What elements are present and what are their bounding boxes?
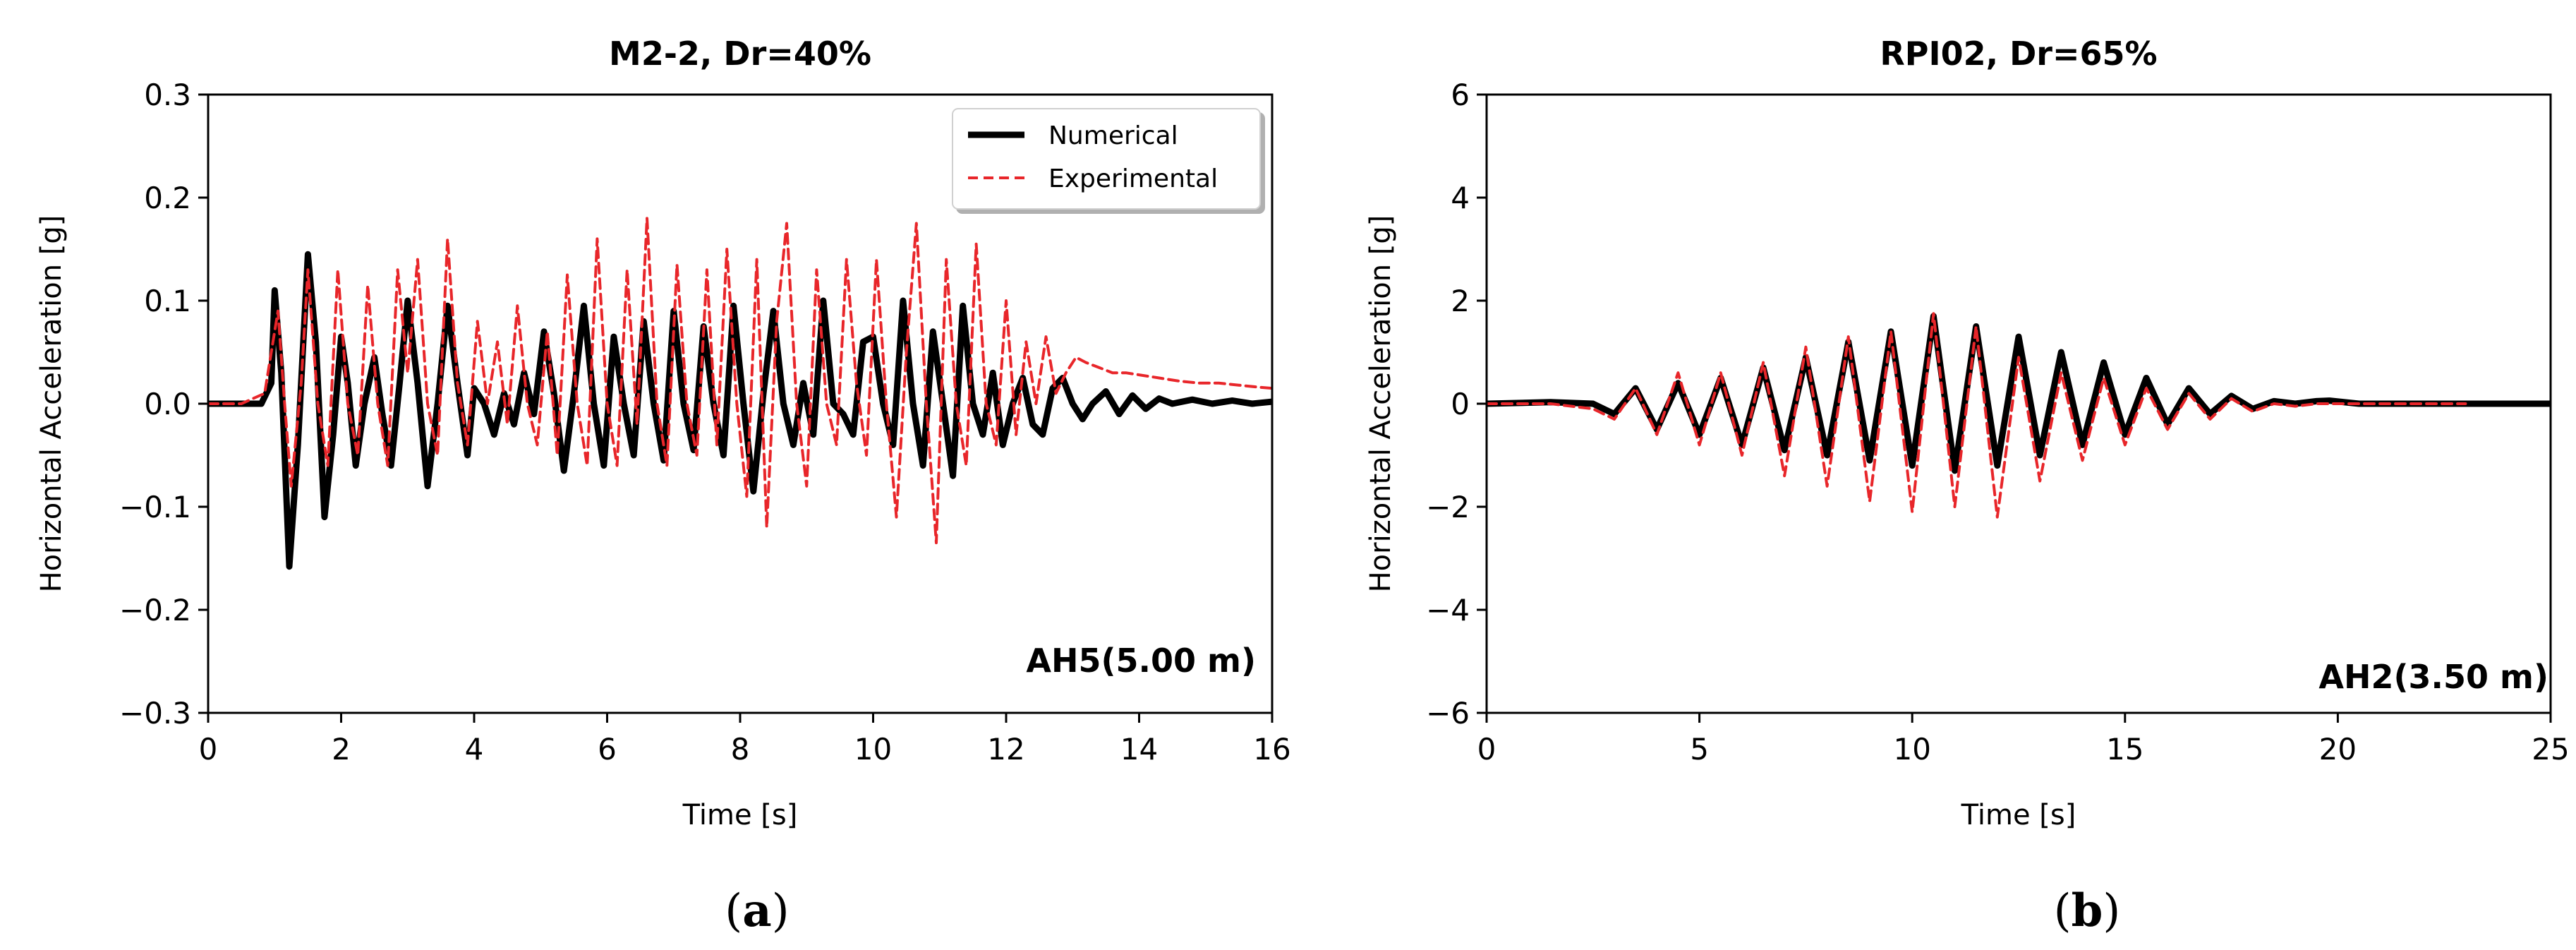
y-tick-label: −0.2 <box>119 593 191 627</box>
legend: Numerical Experimental <box>952 108 1261 210</box>
panel-label: (a) <box>725 884 789 937</box>
x-tick-label: 5 <box>1690 732 1709 766</box>
chart-title: M2-2, Dr=40% <box>609 35 871 73</box>
chart-title: RPI02, Dr=65% <box>1880 35 2157 73</box>
y-tick-label: −0.3 <box>119 696 191 730</box>
chart-panel-a: M2-2, Dr=40% 0 2 4 6 8 10 12 14 16 −0.3 −0.2 −0.1 0… <box>35 35 1291 937</box>
x-tick-label: 8 <box>731 732 750 766</box>
y-tick-label: −0.1 <box>119 490 191 524</box>
panel-label: (b) <box>2054 884 2121 937</box>
x-tick-label: 25 <box>2532 732 2569 766</box>
x-tick-label: 0 <box>199 732 218 766</box>
x-tick-label: 0 <box>1477 732 1496 766</box>
series-line-numerical <box>1487 313 2551 474</box>
series-line-experimental <box>208 217 1272 545</box>
x-tick-label: 20 <box>2319 732 2357 766</box>
plot-area <box>208 217 1272 570</box>
x-axis-ticks: 0 2 4 6 8 10 12 14 16 <box>199 713 1291 766</box>
legend-experimental-label: Experimental <box>1048 164 1218 193</box>
x-tick-label: 6 <box>598 732 617 766</box>
x-tick-label: 14 <box>1120 732 1158 766</box>
plot-area <box>1487 312 2551 519</box>
y-axis-ticks: −0.3 −0.2 −0.1 0.0 0.1 0.2 0.3 <box>119 78 208 730</box>
y-tick-label: 2 <box>1451 284 1470 318</box>
chart-panel-b: RPI02, Dr=65% 0 5 10 15 20 25 −6 −4 −2 0 2 4 6 Time… <box>1365 35 2570 937</box>
y-axis-label: Horizontal Acceleration [g] <box>35 215 68 593</box>
y-tick-label: 4 <box>1451 181 1470 215</box>
y-tick-label: 0 <box>1451 387 1470 421</box>
y-tick-label: 0.1 <box>144 284 191 318</box>
series-line-numerical <box>208 251 1272 570</box>
y-tick-label: 6 <box>1451 78 1470 112</box>
y-tick-label: 0.0 <box>144 387 191 421</box>
x-tick-label: 16 <box>1253 732 1290 766</box>
y-tick-label: 0.3 <box>144 78 191 112</box>
legend-numerical-label: Numerical <box>1048 121 1178 150</box>
x-tick-label: 10 <box>1893 732 1930 766</box>
x-tick-label: 12 <box>987 732 1024 766</box>
y-tick-label: −6 <box>1426 696 1470 730</box>
x-tick-label: 2 <box>332 732 351 766</box>
x-axis-label: Time [s] <box>682 799 798 831</box>
x-axis-label: Time [s] <box>1961 799 2076 831</box>
x-tick-label: 15 <box>2106 732 2143 766</box>
y-tick-label: −2 <box>1426 490 1470 524</box>
x-tick-label: 4 <box>465 732 484 766</box>
y-axis-ticks: −6 −4 −2 0 2 4 6 <box>1426 78 1487 730</box>
y-tick-label: 0.2 <box>144 181 191 215</box>
x-axis-ticks: 0 5 10 15 20 25 <box>1477 713 2570 766</box>
chart-annotation: AH2(3.50 m) <box>2318 658 2548 696</box>
x-tick-label: 10 <box>854 732 892 766</box>
y-tick-label: −4 <box>1426 593 1470 627</box>
chart-annotation: AH5(5.00 m) <box>1026 642 1256 680</box>
legend-box <box>952 108 1261 210</box>
y-axis-label: Horizontal Acceleration [g] <box>1365 215 1397 593</box>
